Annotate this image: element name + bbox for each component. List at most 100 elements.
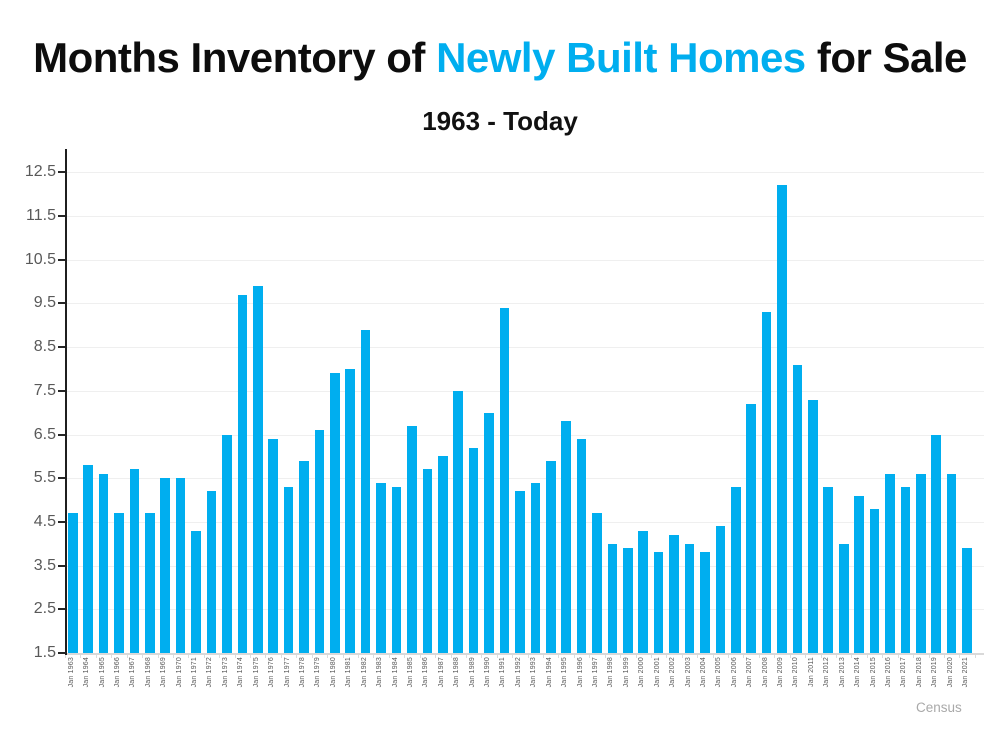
x-axis-tick	[805, 654, 807, 658]
bar	[252, 285, 263, 653]
x-axis-tick	[142, 654, 144, 658]
bar	[222, 434, 232, 653]
y-axis-tick	[57, 171, 65, 174]
x-tick-label: Jan 1981	[345, 657, 353, 688]
x-axis-tick	[527, 654, 529, 658]
bar	[530, 482, 541, 653]
page-title: Months Inventory of Newly Built Homes fo…	[0, 30, 1000, 86]
x-axis-tick	[774, 654, 776, 658]
x-tick-label: Jan 1990	[484, 657, 492, 688]
y-axis-tick	[57, 346, 65, 349]
x-axis-tick	[697, 654, 699, 658]
bar	[623, 548, 633, 653]
x-tick-label: Jan 2004	[699, 657, 707, 688]
bar	[592, 513, 602, 653]
x-axis-tick	[543, 654, 545, 658]
x-tick-label: Jan 1966	[113, 657, 121, 688]
bar	[499, 307, 510, 653]
x-axis-tick	[635, 654, 637, 658]
x-axis-tick	[650, 654, 652, 658]
x-axis-tick	[959, 654, 961, 658]
bar	[854, 495, 864, 653]
bar	[83, 465, 93, 653]
bar	[838, 543, 849, 653]
bar	[283, 486, 294, 653]
y-axis-line	[64, 149, 67, 655]
x-axis-tick	[296, 654, 298, 658]
x-tick-label: Jan 1964	[83, 657, 91, 688]
x-axis-tick	[820, 654, 822, 658]
bar	[607, 543, 618, 653]
y-axis-tick	[57, 258, 65, 261]
x-axis-tick	[897, 654, 899, 658]
y-tick-label: 12.5	[24, 163, 56, 181]
x-axis-tick	[311, 654, 313, 658]
x-axis-tick	[126, 654, 128, 658]
y-tick-label: 2.5	[33, 600, 56, 618]
bar	[931, 434, 942, 653]
x-tick-label: Jan 2007	[746, 657, 754, 688]
x-axis-line	[65, 653, 984, 655]
x-axis-tick	[157, 654, 159, 658]
y-axis-tick	[57, 433, 65, 436]
title-part1: Months Inventory of	[33, 34, 437, 81]
x-tick-label: Jan 1993	[530, 657, 538, 688]
x-tick-label: Jan 1986	[422, 657, 430, 688]
gridline	[65, 347, 984, 349]
x-axis-tick	[728, 654, 730, 658]
y-axis-tick	[57, 520, 65, 523]
x-axis-tick	[604, 654, 606, 658]
bar	[715, 526, 726, 653]
bar	[777, 185, 787, 653]
x-tick-label: Jan 1974	[237, 657, 245, 688]
x-axis-tick	[666, 654, 668, 658]
x-tick-label: Jan 2016	[884, 657, 892, 688]
x-tick-label: Jan 1989	[468, 657, 476, 688]
x-axis-tick	[234, 654, 236, 658]
x-axis-tick	[974, 654, 976, 658]
x-axis-tick	[681, 654, 683, 658]
y-axis-tick	[57, 215, 65, 217]
bar	[98, 473, 109, 653]
bar	[916, 473, 926, 653]
x-axis-tick	[404, 654, 406, 658]
bar	[684, 543, 695, 653]
x-axis-tick	[851, 654, 853, 658]
x-axis-tick	[435, 654, 437, 658]
x-tick-label: Jan 2017	[900, 657, 908, 688]
gridline	[65, 303, 984, 305]
x-tick-label: Jan 1982	[360, 657, 368, 688]
x-tick-label: Jan 1979	[314, 657, 322, 688]
x-tick-label: Jan 1985	[406, 657, 414, 688]
x-tick-label: Jan 2013	[838, 657, 846, 688]
bar	[437, 456, 448, 653]
x-tick-label: Jan 1977	[283, 657, 291, 688]
y-axis-tick	[57, 564, 65, 567]
x-tick-label: Jan 2010	[792, 657, 800, 688]
bar	[422, 469, 433, 653]
y-axis-tick	[57, 477, 65, 480]
x-tick-label: Jan 1984	[391, 657, 399, 688]
x-tick-label: Jan 2020	[946, 657, 954, 688]
x-tick-label: Jan 1978	[299, 657, 306, 688]
x-tick-label: Jan 1968	[144, 657, 152, 688]
census-watermark: Census	[916, 700, 962, 715]
bar	[114, 513, 124, 653]
bar	[237, 294, 248, 653]
x-axis-tick	[743, 654, 745, 658]
y-tick-label: 9.5	[33, 294, 56, 312]
x-tick-label: Jan 2015	[869, 657, 877, 688]
x-tick-label: Jan 1965	[98, 657, 106, 688]
title-accent: Newly Built Homes	[436, 34, 806, 81]
gridline	[65, 259, 984, 261]
gridline	[65, 390, 984, 392]
bar	[345, 368, 356, 653]
bar	[885, 473, 895, 653]
bar	[299, 460, 309, 653]
bar	[962, 548, 972, 653]
bar	[314, 430, 325, 653]
x-axis-tick	[450, 654, 452, 658]
title-part2: for Sale	[805, 34, 968, 81]
bar	[407, 425, 417, 653]
x-tick-label: Jan 2002	[669, 657, 677, 688]
